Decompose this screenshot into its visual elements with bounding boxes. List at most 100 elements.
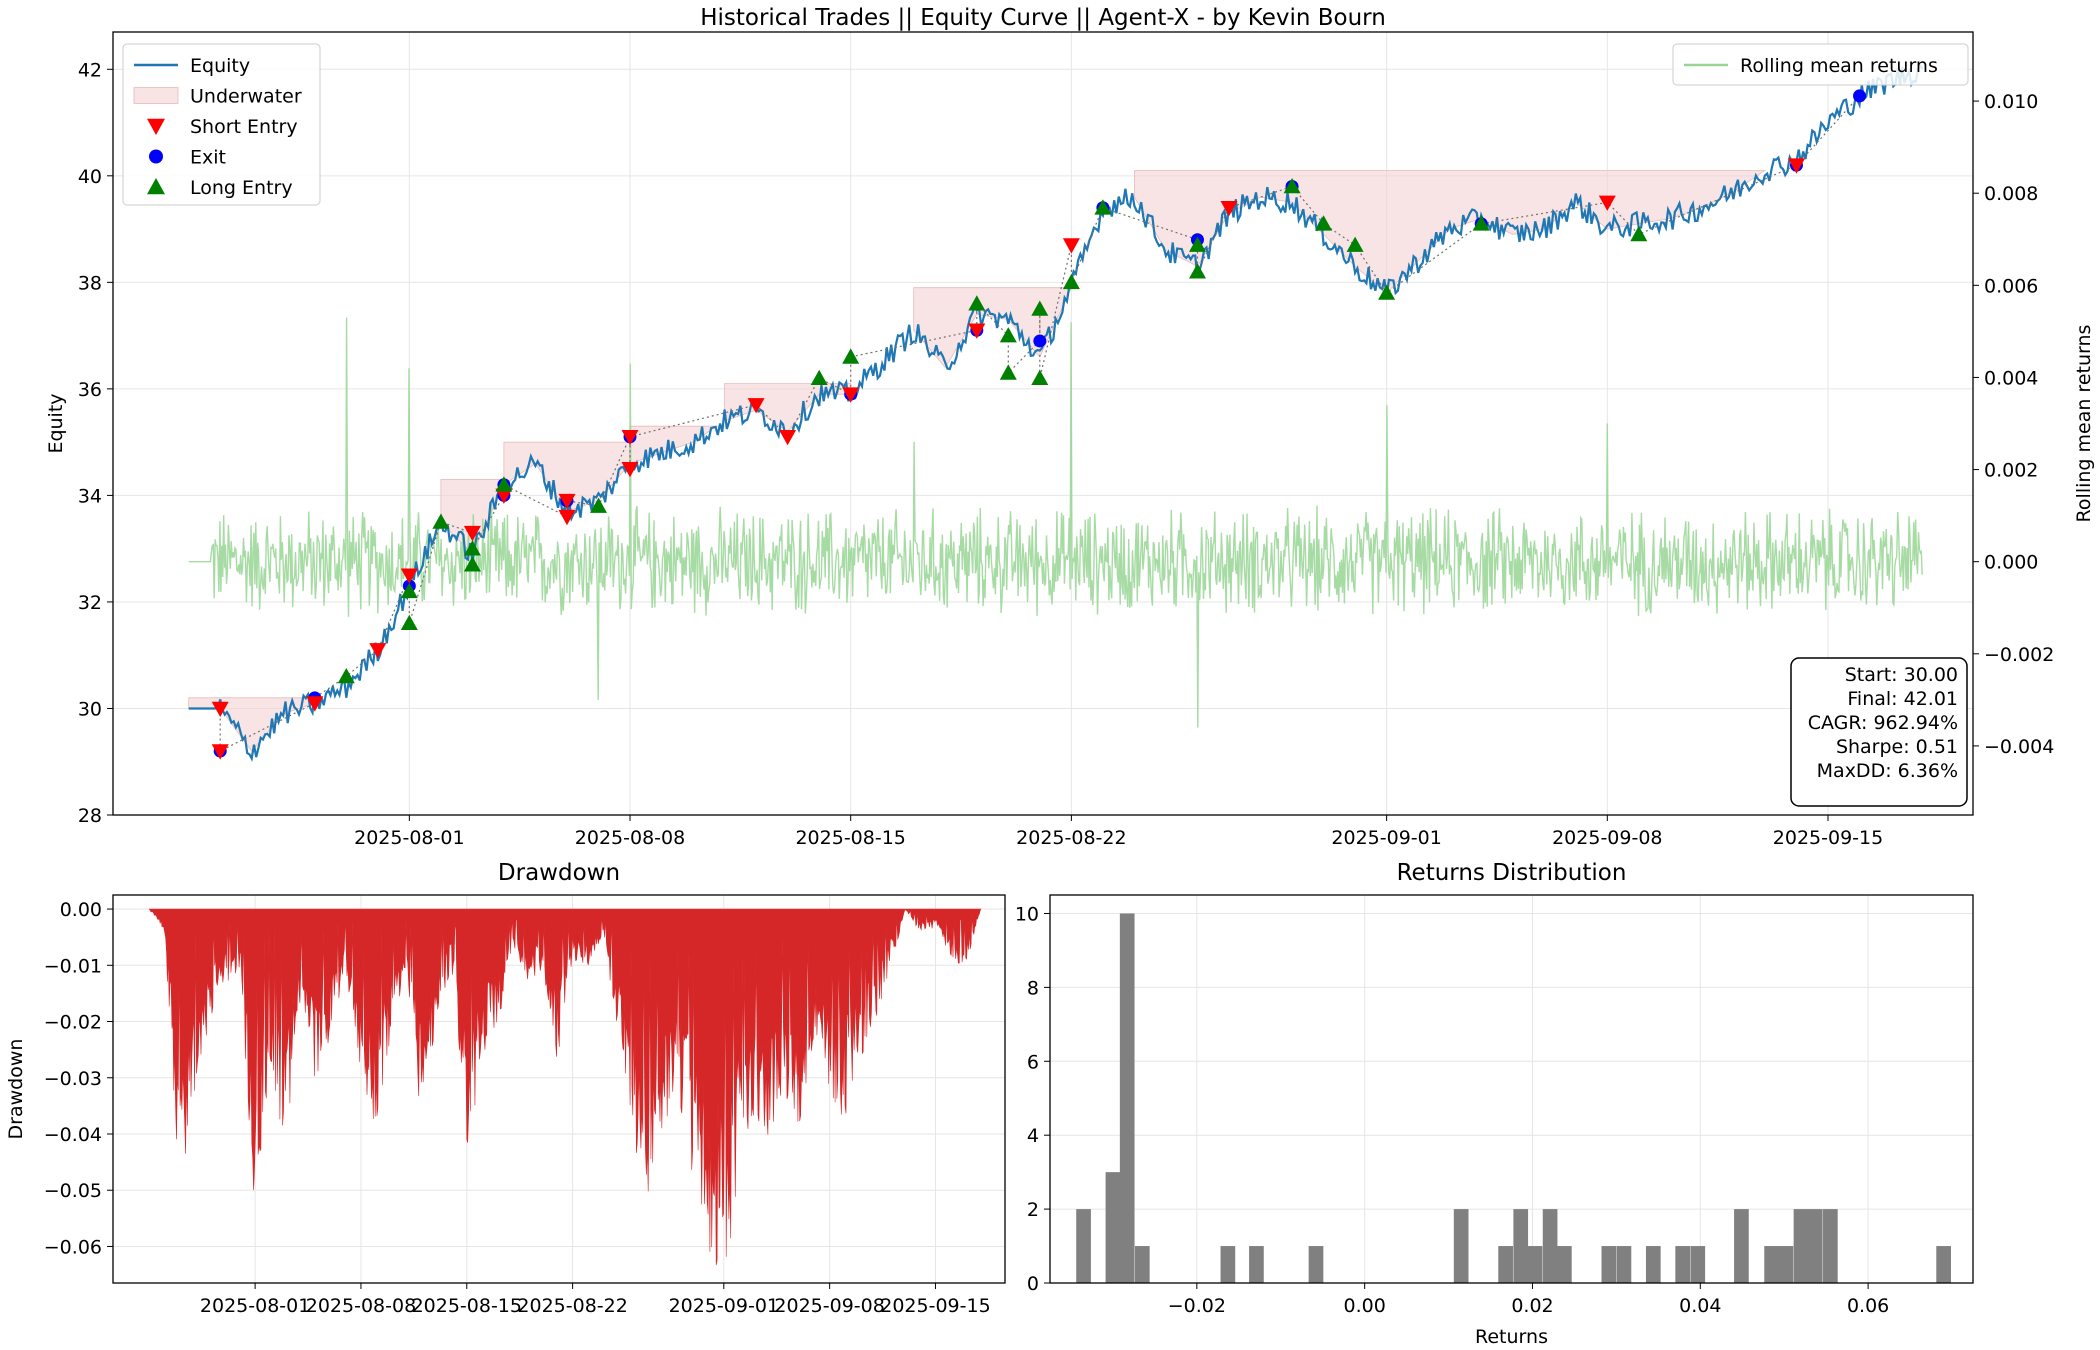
histogram-title: Returns Distribution [1397, 860, 1627, 886]
short-entry-marker [842, 387, 860, 403]
drawdown-x-tick-label: 2025-08-01 [200, 1295, 310, 1317]
long-entry-marker [1189, 263, 1206, 279]
long-entry-marker [1189, 236, 1206, 252]
rolling-mean-returns-line [188, 317, 1923, 728]
legend-label: Short Entry [190, 116, 298, 138]
equity-y-tick-label: 38 [78, 272, 102, 294]
histogram-y-tick-label: 2 [1027, 1199, 1039, 1221]
histogram-bar [1557, 1246, 1572, 1283]
short-entry-marker [747, 398, 765, 414]
histogram-y-tick-label: 0 [1027, 1273, 1039, 1295]
drawdown-y-tick-label: 0.00 [60, 899, 102, 921]
long-entry-marker [463, 540, 481, 556]
legend-short-entry-swatch [147, 118, 165, 135]
exit-marker [1853, 89, 1867, 103]
long-entry-marker [1031, 369, 1049, 385]
histogram-bar [1453, 1209, 1469, 1283]
long-entry-marker [400, 614, 418, 630]
histogram-bar [1734, 1209, 1749, 1283]
long-entry-marker [590, 497, 607, 513]
long-entry-marker [842, 348, 860, 364]
equity-legend-box [122, 43, 321, 206]
long-entry-marker [1346, 236, 1364, 252]
long-entry-marker [432, 513, 450, 529]
drawdown-y-axis-label: Drawdown [5, 1039, 27, 1140]
long-entry-marker [968, 295, 986, 311]
histogram-bar [1823, 1209, 1838, 1283]
drawdown-x-tick-label: 2025-08-08 [306, 1295, 416, 1317]
long-entry-marker [1283, 178, 1301, 194]
equity-x-tick-label: 2025-08-08 [575, 827, 685, 849]
drawdown-area [148, 908, 982, 1266]
long-entry-marker [495, 476, 513, 492]
long-entry-marker [1094, 199, 1112, 215]
long-entry-marker [1472, 215, 1490, 231]
drawdown-panel: 2025-08-012025-08-082025-08-152025-08-22… [5, 860, 1006, 1317]
legend-label: Underwater [190, 86, 302, 108]
short-entry-marker [558, 509, 576, 526]
short-entry-marker [306, 696, 324, 712]
equity-axes-frame [112, 31, 1974, 816]
histogram-bar [1764, 1246, 1779, 1283]
equity-y-tick-label: 34 [78, 485, 102, 507]
histogram-bar [1249, 1246, 1264, 1283]
long-entry-marker [1630, 225, 1648, 242]
histogram-bar [1690, 1246, 1706, 1283]
drawdown-y-tick-label: −0.04 [44, 1124, 102, 1146]
equity-panel: 2025-08-01 2025-08-08 2025-08-15 2025-08-22… [45, 5, 2095, 849]
long-entry-marker [400, 582, 418, 599]
histogram-bar [1936, 1246, 1951, 1283]
rolling-y-axis-label: Rolling mean returns [2073, 325, 2095, 523]
short-entry-marker [211, 701, 229, 717]
short-entry-marker [621, 462, 639, 478]
histogram-bar [1220, 1246, 1236, 1283]
long-entry-marker [463, 556, 481, 572]
histogram-bar [1076, 1209, 1091, 1283]
stats-annotation-line: Sharpe: 0.51 [1836, 736, 1958, 758]
histogram-bar [1105, 1172, 1121, 1283]
drawdown-x-tick-label: 2025-09-08 [774, 1295, 884, 1317]
equity-y-axis-label: Equity [45, 393, 67, 453]
long-entry-marker [1315, 215, 1333, 231]
histogram-bar [1134, 1246, 1150, 1283]
short-entry-marker [495, 488, 513, 504]
long-entry-marker [1378, 284, 1396, 300]
long-entry-marker [810, 369, 828, 385]
short-entry-marker [369, 643, 387, 659]
equity-y-tick-label: 42 [78, 59, 102, 81]
equity-x-tick-label: 2025-09-01 [1331, 827, 1441, 849]
legend-label: Exit [190, 147, 226, 169]
histogram-bar [1778, 1246, 1794, 1283]
histogram-bar [1119, 913, 1135, 1283]
histogram-x-axis-label: Returns [1475, 1326, 1548, 1348]
rolling-y-tick-label: −0.002 [1984, 644, 2054, 666]
returns-histogram-panel: −0.02 0.00 0.02 0.04 0.06 0 2 4 6 8 10 Returns Dist… [1015, 860, 1974, 1348]
histogram-y-tick-label: 10 [1015, 903, 1039, 925]
histogram-bar [1616, 1246, 1632, 1283]
long-entry-marker [999, 327, 1017, 343]
drawdown-x-tick-label: 2025-08-22 [517, 1295, 627, 1317]
short-entry-marker [1788, 158, 1805, 174]
long-entry-marker [999, 364, 1017, 380]
histogram-bar [1793, 1209, 1809, 1283]
histogram-bar [1527, 1246, 1543, 1283]
stats-annotation-line: MaxDD: 6.36% [1817, 760, 1958, 782]
histogram-bar [1675, 1246, 1691, 1283]
legend-long-entry-swatch [147, 178, 165, 195]
legend-label: Rolling mean returns [1740, 55, 1938, 77]
stats-annotation-line: Start: 30.00 [1845, 664, 1958, 686]
equity-y-tick-label: 30 [78, 698, 102, 720]
histogram-y-tick-label: 8 [1027, 977, 1039, 999]
long-entry-marker [337, 668, 355, 684]
short-entry-marker [621, 430, 639, 446]
histogram-bar [1513, 1209, 1529, 1283]
histogram-bar [1601, 1246, 1617, 1283]
histogram-bar [1807, 1209, 1823, 1283]
histogram-y-tick-label: 4 [1027, 1125, 1039, 1147]
short-entry-marker [211, 744, 229, 760]
histogram-y-tick-label: 6 [1027, 1051, 1039, 1073]
histogram-x-tick-label: −0.02 [1168, 1295, 1226, 1317]
short-entry-marker [1062, 238, 1080, 254]
short-entry-marker [400, 568, 418, 584]
